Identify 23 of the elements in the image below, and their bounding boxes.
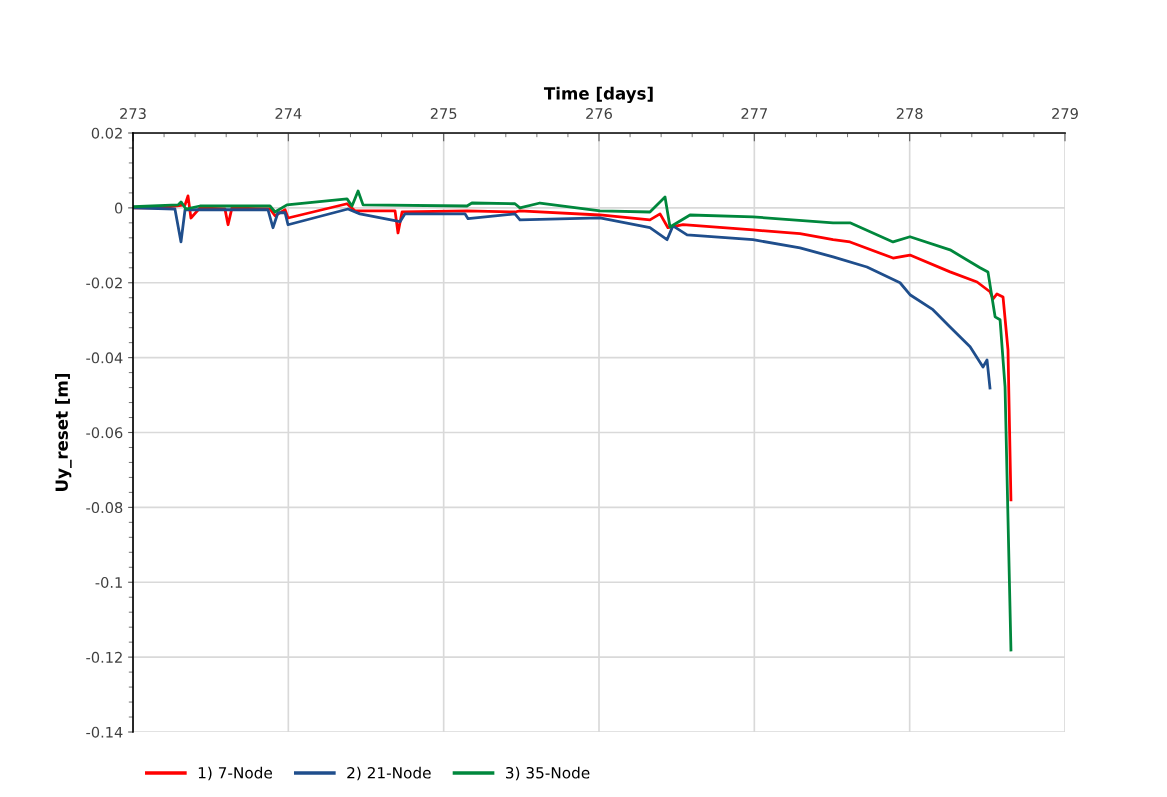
y-tick-label: -0.1 [95, 576, 122, 588]
legend-label: 2) 21-Node [347, 766, 431, 781]
line-series [133, 206, 992, 390]
line-series [133, 189, 1013, 652]
legend-label: 3) 35-Node [506, 766, 590, 781]
y-tick-label: 0 [114, 202, 123, 214]
y-tick-label: -0.06 [86, 427, 123, 439]
y-tick-label: -0.08 [86, 502, 123, 514]
y-tick-label: -0.04 [86, 352, 123, 364]
x-axis-title: Time [days] [543, 86, 653, 104]
y-tick-label: -0.02 [86, 277, 122, 289]
y-axis-title: Uy_reset [m] [55, 374, 72, 491]
x-tick-label: 279 [1052, 108, 1078, 120]
x-tick-label: 274 [275, 108, 302, 119]
x-tick-label: 275 [430, 108, 457, 120]
x-tick-label: 278 [896, 108, 923, 120]
y-tick-label: 0.02 [91, 127, 122, 139]
y-tick-label: -0.14 [86, 726, 123, 738]
legend-label: 1) 7-Node [198, 766, 272, 781]
x-tick-label: 277 [741, 108, 767, 119]
x-tick-label: 273 [120, 108, 146, 120]
x-tick-label: 276 [586, 108, 612, 120]
y-tick-label: -0.12 [86, 651, 122, 663]
